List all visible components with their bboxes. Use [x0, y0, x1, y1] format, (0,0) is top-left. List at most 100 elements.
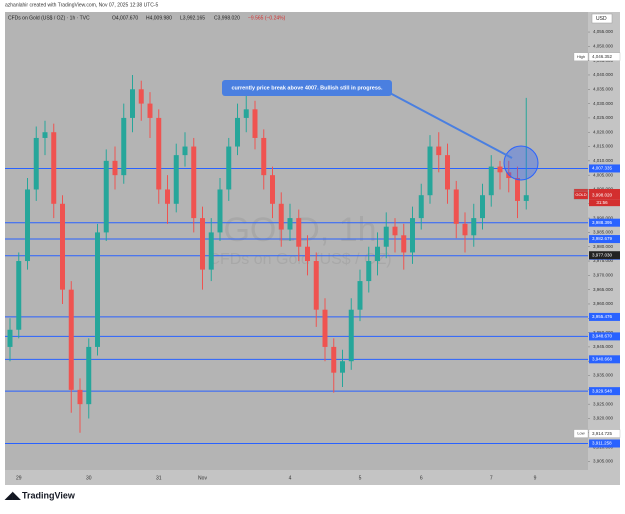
countdown-box: [589, 199, 620, 207]
currency[interactable]: USD: [596, 16, 607, 22]
candle-body: [217, 189, 223, 233]
callout-text: currently price break above 4007. Bullis…: [231, 85, 382, 91]
candle-body: [348, 309, 354, 362]
candle-body: [287, 218, 293, 230]
candle-body: [278, 203, 284, 230]
callout-arrow: [387, 91, 513, 159]
candle-body: [357, 281, 363, 310]
y-tick-label: 4,005.000: [593, 172, 614, 177]
y-tick-label: 3,990.000: [593, 215, 614, 220]
candle-body: [173, 155, 179, 204]
y-tick-label: 3,950.000: [593, 330, 614, 335]
candle-body: [60, 203, 65, 290]
tag-name: Low: [577, 431, 584, 436]
ohlc-value: O4,007.670: [112, 15, 138, 21]
y-tick-label: 3,935.000: [593, 373, 614, 378]
footer-logo: TradingView: [22, 490, 76, 500]
ohlc-value: L3,992.165: [180, 15, 205, 21]
y-tick-label: 3,905.000: [593, 459, 614, 464]
candle-body: [252, 109, 258, 138]
candle-body: [182, 146, 188, 156]
level-label: 3,940.668: [592, 357, 613, 362]
tag-box: [589, 191, 620, 200]
y-tick-label: 3,985.000: [593, 230, 614, 235]
y-tick-label: 4,040.000: [593, 72, 614, 77]
candle-body: [523, 195, 529, 201]
y-tick-label: 3,980.000: [593, 244, 614, 249]
ohlc-row: O4,007.670 H4,009.980 L3,992.165 C3,998.020…: [112, 15, 286, 21]
candle-body: [226, 146, 232, 190]
candle-body: [462, 223, 468, 236]
level-label: 3,982.679: [592, 236, 613, 241]
logo-mark: ◢◣: [4, 491, 22, 502]
level-label: 3,955.476: [592, 314, 613, 319]
candle-body: [7, 329, 13, 347]
candle-body: [235, 117, 240, 147]
candle-body: [51, 132, 57, 204]
candle-body: [156, 117, 162, 190]
candle-body: [305, 246, 310, 262]
candle-body: [515, 178, 520, 201]
tag-name-box: [573, 429, 589, 438]
tag-box: [588, 429, 621, 438]
level-tag: [589, 218, 620, 227]
tag-label: 3,998.020: [592, 192, 613, 197]
header: azhanlahir created with TradingView.com,…: [5, 2, 159, 8]
candle-body: [445, 155, 450, 190]
candle-body: [112, 160, 118, 176]
candle-body: [77, 389, 83, 405]
level-label: 3,988.395: [592, 220, 613, 225]
y-tick-label: 4,055.000: [593, 29, 614, 34]
currency-box[interactable]: [591, 13, 613, 24]
candle-body: [130, 89, 135, 118]
ohlc-value: −9.565 (−0.24%): [248, 15, 286, 21]
candles: [7, 74, 529, 433]
candle-body: [471, 218, 477, 236]
candle-body: [95, 232, 100, 347]
candle-body: [497, 166, 503, 173]
candle-body: [261, 137, 267, 176]
candle-body: [138, 89, 144, 104]
countdown: 31:56: [596, 200, 608, 205]
tag-name: GOLD: [575, 192, 586, 197]
callout-box: [222, 80, 392, 96]
candle-body: [208, 232, 214, 270]
tag-label: 3,914.725: [592, 431, 613, 436]
level-label: 4,007.335: [592, 166, 613, 171]
level-tag: [589, 355, 620, 364]
y-tick-label: 4,030.000: [593, 101, 614, 106]
level-tag: [589, 312, 620, 321]
x-axis-labels: 29 30 31 Nov 4 5 6 7 9: [16, 475, 537, 481]
level-tag: [589, 387, 620, 396]
x-tick-label: 30: [86, 475, 92, 481]
level-tag: [589, 235, 620, 244]
level-tag: [589, 439, 620, 448]
y-tick-label: 4,020.000: [593, 129, 614, 134]
candle-body: [401, 235, 407, 253]
y-tick-label: 3,920.000: [593, 416, 614, 421]
candle-body: [340, 361, 345, 373]
price-tags: High4,046.352Low3,914.725Ask3,998.773Bid…: [573, 52, 621, 438]
time-axis: [5, 470, 620, 485]
candle-body: [366, 261, 372, 282]
tag-label: 4,046.352: [592, 54, 613, 59]
candle-body: [147, 103, 153, 118]
ohlc-value: C3,998.020: [214, 15, 240, 21]
candle-body: [436, 146, 442, 156]
level-label: 3,911.258: [592, 441, 612, 446]
y-tick-label: 4,010.000: [593, 158, 614, 163]
candle-body: [418, 195, 424, 219]
y-tick-label: 3,925.000: [593, 401, 614, 406]
candle-body: [270, 175, 275, 204]
symbol-title: CFDs on Gold (US$ / OZ) · 1h · TVC: [8, 15, 90, 21]
tag-box: [588, 52, 621, 61]
x-tick-label: 5: [359, 475, 362, 481]
candle-body: [488, 166, 494, 196]
candle-body: [383, 226, 389, 247]
x-tick-label: Nov: [198, 475, 207, 481]
candle-body: [68, 289, 74, 390]
candle-body: [410, 218, 415, 253]
candle-body: [42, 132, 48, 138]
